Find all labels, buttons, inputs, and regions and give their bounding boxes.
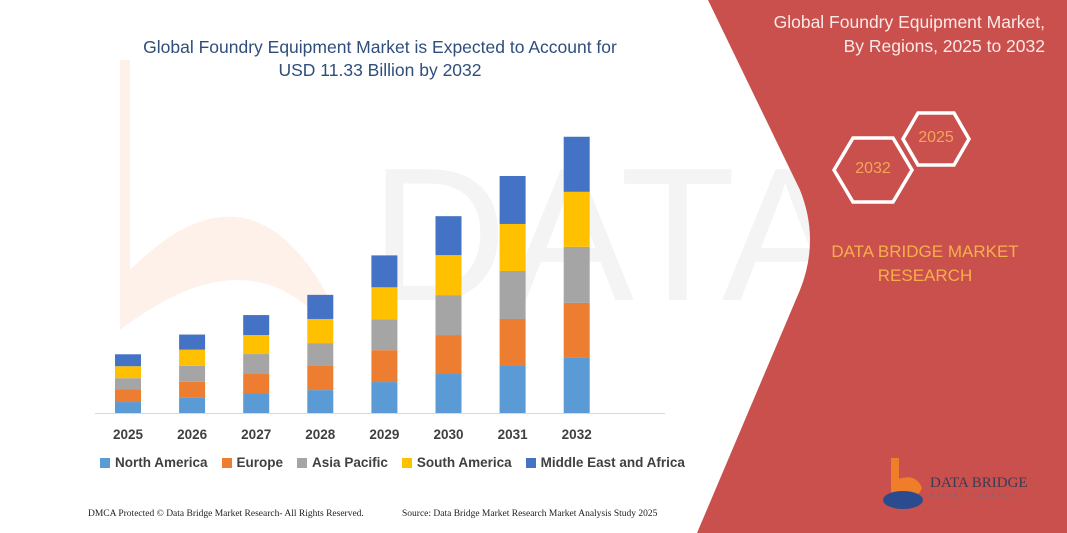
brand-line-2: RESEARCH <box>877 266 973 285</box>
logo-icon <box>883 458 923 509</box>
hex-label-2032: 2032 <box>855 160 891 177</box>
legend-swatch <box>401 457 412 468</box>
panel-title-line-2: By Regions, 2025 to 2032 <box>843 36 1045 56</box>
bar-segment-2030-middle-east-and-africa <box>435 216 462 256</box>
brand-text: DATA BRIDGE MARKET RESEARCH <box>820 240 1030 288</box>
bar-segment-2028-middle-east-and-africa <box>307 294 334 319</box>
bar-segment-2031-north-america <box>499 365 526 413</box>
legend-swatch <box>525 457 536 468</box>
bar-segment-2027-north-america <box>243 393 270 413</box>
bar-segment-2027-asia-pacific <box>243 354 270 375</box>
bar-segment-2026-north-america <box>179 397 206 413</box>
bar-segment-2032-asia-pacific <box>563 246 590 303</box>
legend-label: Europe <box>236 455 284 470</box>
x-tick-label: 2028 <box>305 427 336 442</box>
bar-segment-2031-asia-pacific <box>499 270 526 319</box>
watermark-logo <box>120 60 330 330</box>
x-tick-label: 2029 <box>369 427 399 442</box>
hexagon-2025 <box>900 111 972 167</box>
bar-segment-2032-middle-east-and-africa <box>563 136 590 192</box>
bar-segment-2025-south-america <box>115 366 141 379</box>
bar-segment-2032-north-america <box>563 357 590 413</box>
bar-segment-2029-asia-pacific <box>371 319 398 351</box>
legend-swatch <box>297 457 308 468</box>
chart-title: Global Foundry Equipment Market is Expec… <box>100 36 660 82</box>
legend-label: Asia Pacific <box>312 455 388 470</box>
legend-item: South America <box>401 455 512 470</box>
bar-segment-2029-north-america <box>371 382 398 413</box>
bar-segment-2032-south-america <box>563 191 590 247</box>
hexagon-2032 <box>831 136 915 204</box>
bar-segment-2027-europe <box>243 374 270 394</box>
footer-source: Source: Data Bridge Market Research Mark… <box>402 509 658 519</box>
bar-segment-2026-middle-east-and-africa <box>179 334 206 350</box>
legend-label: Middle East and Africa <box>540 455 685 470</box>
x-tick-label: 2031 <box>498 427 529 442</box>
bar-segment-2028-north-america <box>307 390 334 413</box>
logo-text: DATA BRIDGE <box>930 475 1028 491</box>
legend-swatch <box>100 457 110 468</box>
legend-swatch <box>221 457 232 468</box>
footer-copyright: DMCA Protected © Data Bridge Market Rese… <box>88 509 364 519</box>
logo-subtext: MARKET RESEARCH <box>930 493 1015 499</box>
bar-segment-2031-middle-east-and-africa <box>499 175 526 224</box>
bar-segment-2032-europe <box>563 302 590 358</box>
bar-segment-2028-asia-pacific <box>307 343 334 366</box>
hex-label-2025: 2025 <box>918 129 954 146</box>
x-tick-label: 2030 <box>433 427 463 442</box>
bar-segment-2030-asia-pacific <box>435 295 462 336</box>
bar-segment-2025-middle-east-and-africa <box>115 354 141 367</box>
bar-segment-2026-europe <box>179 381 206 398</box>
bar-segment-2030-south-america <box>435 255 462 296</box>
legend-item: Middle East and Africa <box>525 455 685 470</box>
x-tick-label: 2027 <box>241 427 271 442</box>
stacked-bar-chart: 2025 2026 2027 2028 2029 2030 2031 2032 <box>95 136 665 442</box>
bar-segment-2028-south-america <box>307 318 334 344</box>
legend-item: Asia Pacific <box>297 455 388 470</box>
bar-segment-2027-middle-east-and-africa <box>243 315 270 336</box>
bar-segment-2027-south-america <box>243 335 270 355</box>
bar-segment-2030-europe <box>435 335 462 375</box>
brand-line-1: DATA BRIDGE MARKET <box>831 242 1019 261</box>
bar-segment-2025-asia-pacific <box>115 378 141 390</box>
bar-segment-2029-middle-east-and-africa <box>371 255 398 288</box>
bar-segment-2025-north-america <box>115 402 141 413</box>
bar-segment-2031-europe <box>499 318 526 366</box>
legend-item: Europe <box>221 455 284 470</box>
red-panel <box>697 0 1067 533</box>
bar-segment-2030-north-america <box>435 374 462 413</box>
x-tick-label: 2026 <box>177 427 208 442</box>
panel-title-line-1: Global Foundry Equipment Market, <box>773 12 1045 32</box>
x-tick-label: 2025 <box>113 427 144 442</box>
legend-label: South America <box>416 455 512 470</box>
bar-segment-2026-south-america <box>179 349 206 366</box>
bar-segment-2029-south-america <box>371 287 398 320</box>
panel-title: Global Foundry Equipment Market, By Regi… <box>774 10 1045 58</box>
legend: North America Europe Asia Pacific South Ame… <box>100 455 685 470</box>
bar-segment-2031-south-america <box>499 223 526 271</box>
bar-segment-2026-asia-pacific <box>179 365 206 382</box>
bar-segment-2025-europe <box>115 389 141 403</box>
x-tick-label: 2032 <box>562 427 592 442</box>
bar-segment-2029-europe <box>371 350 398 383</box>
bar-segment-2028-europe <box>307 365 334 391</box>
legend-item: North America <box>100 455 208 470</box>
chart-title-line-1: Global Foundry Equipment Market is Expec… <box>143 37 617 57</box>
legend-label: North America <box>115 455 208 470</box>
chart-title-line-2: USD 11.33 Billion by 2032 <box>278 60 482 80</box>
